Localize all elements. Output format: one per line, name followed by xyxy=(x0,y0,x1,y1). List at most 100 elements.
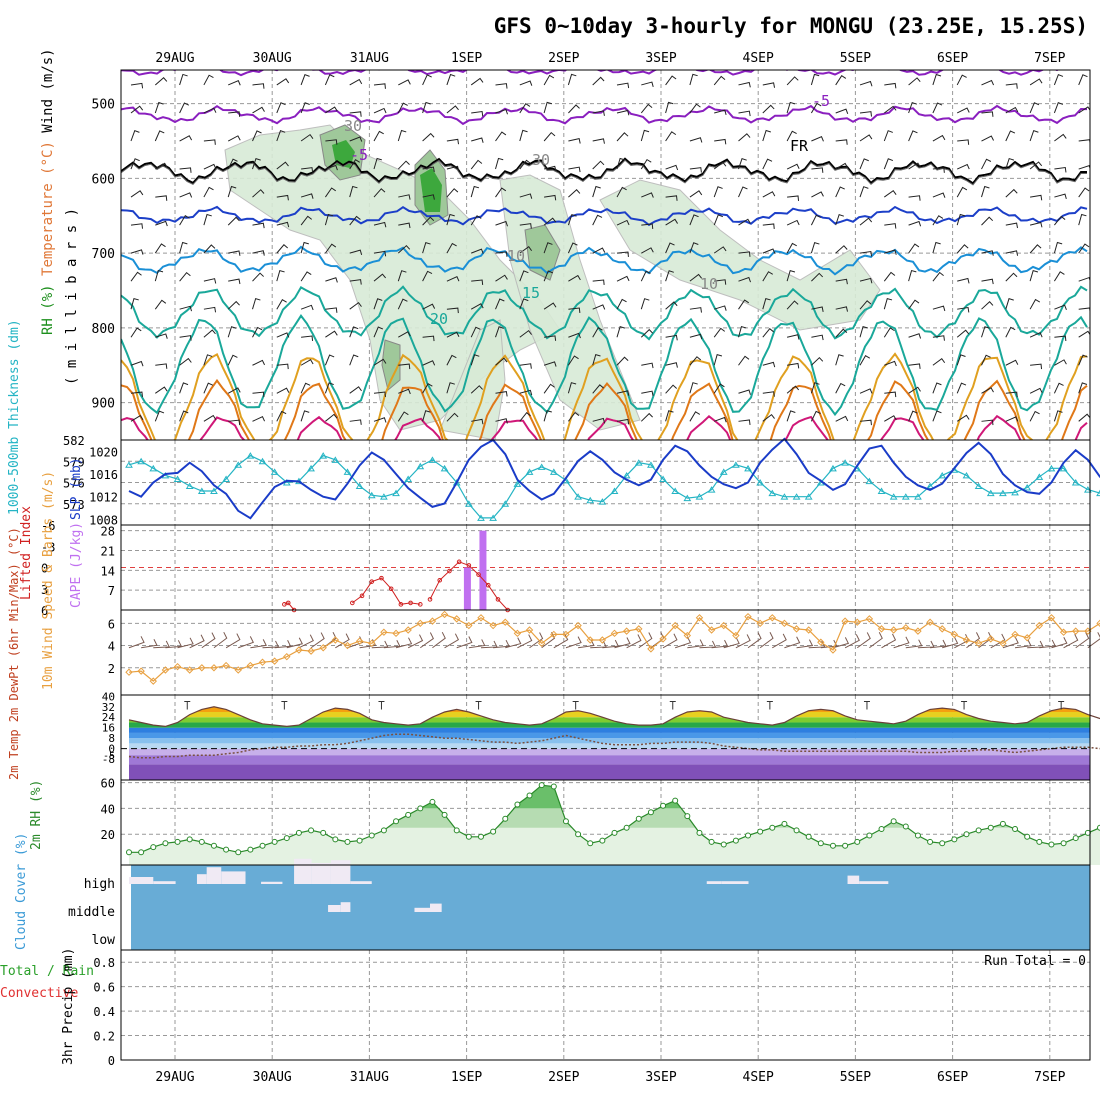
thickness-marker xyxy=(865,477,874,485)
thickness-marker xyxy=(1035,473,1044,480)
wind-barb xyxy=(981,419,994,426)
wind-barb xyxy=(1078,139,1090,145)
date-label-top: 1SEP xyxy=(451,51,482,66)
wind-barb xyxy=(203,382,214,394)
rh-marker xyxy=(453,827,460,834)
contour-label: -5 xyxy=(350,146,368,164)
wind-barb xyxy=(784,636,801,649)
wind-barb xyxy=(517,634,533,649)
wind-barb xyxy=(252,359,266,366)
wind-barb xyxy=(665,334,678,341)
wind-barb xyxy=(227,300,240,310)
wind-barb xyxy=(762,104,775,114)
thickness-marker xyxy=(1047,464,1056,472)
wind-barb xyxy=(835,162,849,170)
wind-speed-marker xyxy=(125,668,133,676)
wind-barb xyxy=(713,214,724,226)
wind-barb xyxy=(1005,391,1018,398)
wind-barb xyxy=(859,111,873,117)
wind-barb xyxy=(276,102,286,114)
wind-barb xyxy=(395,637,413,649)
wind-barb xyxy=(203,244,216,254)
cloud-level-label: low xyxy=(92,933,116,948)
wind-barb xyxy=(956,354,966,366)
wind-tick-label: 2 xyxy=(108,662,115,676)
rh-shading-saturated xyxy=(420,168,442,212)
wind-speed-marker xyxy=(659,635,667,643)
wind-barb xyxy=(1051,637,1068,649)
wind-barb xyxy=(1078,276,1090,282)
thickness-marker xyxy=(355,482,364,490)
wind-barb xyxy=(324,354,335,366)
thickness-marker xyxy=(695,493,704,500)
wind-barb xyxy=(154,77,168,86)
panel-frame xyxy=(120,949,1091,1061)
wind-barb xyxy=(714,416,727,423)
wind-barb xyxy=(662,633,678,649)
wind-barb xyxy=(325,277,338,283)
wind-speed-marker xyxy=(974,639,983,648)
wind-barb xyxy=(398,388,411,395)
temperature-band xyxy=(121,695,1090,702)
wind-speed-marker xyxy=(513,629,522,638)
wind-barb xyxy=(738,157,747,170)
wind-barb xyxy=(519,246,533,254)
wind-barb xyxy=(616,132,629,142)
wind-barb xyxy=(446,165,460,172)
wind-speed-marker xyxy=(283,652,291,661)
wind-barb xyxy=(567,242,578,254)
wind-barb xyxy=(276,363,289,370)
wind-speed-marker xyxy=(938,625,946,633)
wind-barb xyxy=(154,269,164,282)
wind-barb xyxy=(420,632,434,649)
wind-barb xyxy=(640,158,652,170)
wind-speed-marker xyxy=(307,647,315,655)
temperature-band xyxy=(129,743,1090,749)
wind-barb xyxy=(349,249,363,256)
wind-barb xyxy=(252,416,266,422)
wind-barb xyxy=(179,357,192,366)
wind-barb xyxy=(956,414,970,422)
thickness-marker xyxy=(416,462,425,470)
wind-barb xyxy=(179,241,188,254)
temperature-band xyxy=(129,732,1090,739)
wind-barb xyxy=(616,109,630,116)
wind-barb xyxy=(689,103,701,114)
wind-speed-marker xyxy=(756,619,764,628)
wind-barb xyxy=(298,634,314,649)
rh-marker xyxy=(854,838,861,845)
wind-barb xyxy=(300,271,312,282)
wind-speed-marker xyxy=(173,662,182,671)
wind-barb xyxy=(835,306,848,312)
wind-barb xyxy=(665,164,679,171)
temperature-band xyxy=(129,727,1090,733)
rh-marker xyxy=(757,828,764,835)
wind-barb xyxy=(1054,304,1067,310)
wind-barb xyxy=(543,410,552,422)
wind-barb xyxy=(956,244,969,254)
thickness-marker xyxy=(440,464,449,472)
cloud-cover-panel: high middle low Cloud Cover (%) xyxy=(14,833,1091,951)
thickness-marker xyxy=(683,494,692,502)
thickness-marker xyxy=(404,475,413,482)
wind-barb xyxy=(252,83,265,89)
wind-barb xyxy=(543,217,557,226)
wind-barb xyxy=(1054,193,1067,199)
rh-marker xyxy=(1048,841,1055,848)
wind-barb xyxy=(493,639,510,649)
wind-barb xyxy=(567,355,579,366)
contour-label: 10 xyxy=(507,247,525,265)
wind-barb xyxy=(616,418,630,425)
wind-barb xyxy=(957,139,970,145)
wind-barb xyxy=(723,637,740,649)
wind-barb xyxy=(1078,413,1090,422)
wind-barb xyxy=(567,214,577,226)
pressure-tick-label: 500 xyxy=(92,98,115,113)
wind-barb xyxy=(811,272,824,282)
wind-barb xyxy=(641,362,654,369)
temperature-band xyxy=(129,722,1090,728)
lifted-index-marker xyxy=(437,577,443,583)
rh-marker xyxy=(842,842,849,849)
wind-barb xyxy=(468,639,486,649)
wind-barb xyxy=(638,632,653,649)
